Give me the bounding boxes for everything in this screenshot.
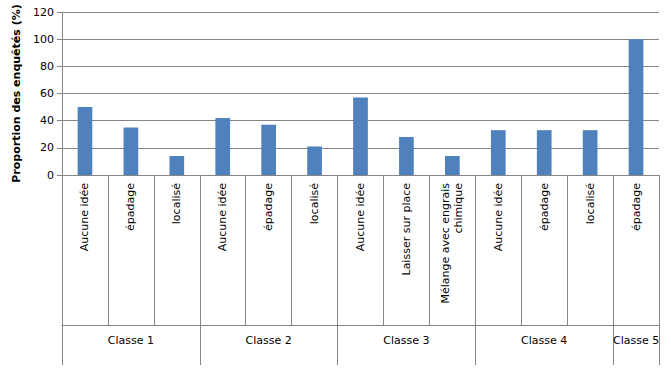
- svg-text:localisé: localisé: [308, 183, 321, 224]
- svg-text:100: 100: [33, 33, 54, 46]
- svg-text:Aucune idée: Aucune idée: [354, 183, 367, 252]
- svg-text:Aucune idée: Aucune idée: [216, 183, 229, 252]
- svg-text:Proportion des enquêtés (%): Proportion des enquêtés (%): [10, 4, 23, 183]
- svg-text:Classe 2: Classe 2: [246, 334, 292, 347]
- svg-text:chimique: chimique: [452, 183, 465, 237]
- svg-text:Classe 5: Classe 5: [613, 334, 659, 347]
- svg-text:120: 120: [33, 6, 54, 19]
- svg-text:40: 40: [40, 114, 54, 127]
- svg-text:Laisser sur place: Laisser sur place: [400, 183, 413, 276]
- svg-text:épadage: épadage: [630, 183, 643, 231]
- svg-text:épadage: épadage: [538, 183, 551, 231]
- svg-text:80: 80: [40, 60, 54, 73]
- svg-text:localisé: localisé: [584, 183, 597, 224]
- svg-text:Classe 4: Classe 4: [521, 334, 567, 347]
- svg-text:0: 0: [47, 169, 54, 182]
- svg-text:épadage: épadage: [262, 183, 275, 231]
- svg-text:60: 60: [40, 87, 54, 100]
- svg-text:Mélange avec engrais: Mélange avec engrais: [439, 183, 452, 304]
- svg-text:Classe 3: Classe 3: [383, 334, 429, 347]
- svg-text:Aucune idée: Aucune idée: [492, 183, 505, 252]
- svg-text:Aucune idée: Aucune idée: [78, 183, 91, 252]
- svg-text:20: 20: [40, 141, 54, 154]
- svg-text:Classe 1: Classe 1: [108, 334, 154, 347]
- svg-text:localisé: localisé: [170, 183, 183, 224]
- svg-text:épadage: épadage: [124, 183, 137, 231]
